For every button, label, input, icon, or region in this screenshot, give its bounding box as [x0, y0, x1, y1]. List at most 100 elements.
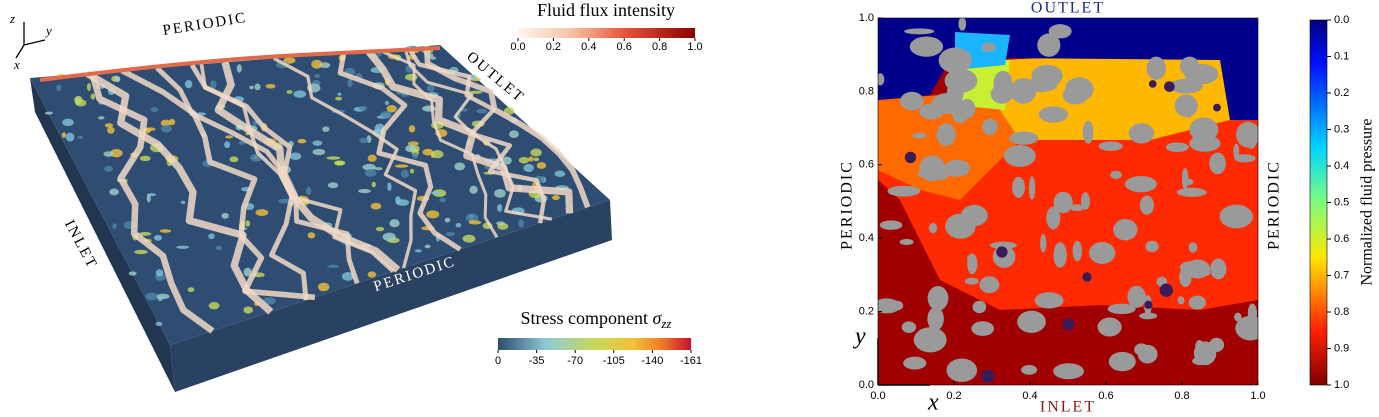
stress-spot	[180, 200, 186, 204]
title-subscript: zz	[660, 316, 671, 331]
gray-patch	[1113, 218, 1138, 241]
y-tick-label: 1.0	[859, 12, 874, 24]
title-text: Stress component	[520, 308, 648, 328]
gray-patch	[1188, 295, 1206, 310]
flux-channel	[39, 46, 441, 82]
stress-spot	[375, 226, 385, 232]
colorbar-tick-label: -161	[680, 355, 702, 367]
stress-spot	[187, 287, 195, 293]
stress-spot	[359, 137, 369, 144]
edge-label: PERIODIC	[162, 10, 249, 39]
edge-label: OUTLET	[1031, 0, 1105, 17]
stress-spot	[86, 83, 91, 92]
stress-spot	[414, 249, 422, 253]
gray-patch	[946, 358, 978, 383]
colorbar-title: Stress component σzz	[520, 308, 671, 331]
plot-frame	[877, 17, 1259, 386]
gray-patch	[1072, 240, 1082, 262]
stress-spot	[225, 135, 234, 139]
stress-spot	[523, 163, 534, 172]
stress-spot	[370, 202, 382, 210]
stress-spot	[408, 125, 416, 133]
colorbar-tick-label: -105	[603, 355, 625, 367]
stress-spot	[110, 149, 123, 158]
colorbar-tick-label: 0.8	[652, 41, 667, 53]
colorbar-tick-label: 0.7	[1334, 269, 1349, 281]
colorbar-tick-label: 0.1	[1334, 50, 1349, 62]
stress-spot	[210, 80, 217, 89]
stress-spot	[430, 56, 437, 60]
stress-spot	[147, 193, 157, 197]
stress-spot	[335, 96, 343, 101]
flux-channel	[273, 56, 418, 269]
stress-spot	[61, 132, 67, 138]
axis-arrows	[877, 338, 930, 386]
stress-spot	[476, 108, 488, 114]
stress-spot	[422, 148, 434, 156]
colorbar-tick-label: -35	[529, 355, 545, 367]
stress-spot	[184, 80, 193, 89]
gray-patch	[982, 118, 998, 135]
colorbar-title: Fluid flux intensity	[537, 0, 675, 20]
stress-spot	[312, 140, 323, 146]
stress-spot	[431, 150, 444, 159]
stress-spot	[494, 188, 506, 198]
stress-spot	[469, 185, 478, 194]
slab-top	[30, 45, 610, 345]
gray-patch	[1234, 154, 1256, 163]
gray-patch	[927, 285, 949, 311]
stress-spot	[405, 144, 416, 153]
gray-patch	[1053, 363, 1085, 380]
edge-label: PERIODIC	[1266, 160, 1283, 250]
gray-patch	[1012, 176, 1025, 198]
gray-patch	[1165, 142, 1189, 152]
stress-spot	[426, 84, 435, 93]
stress-spot	[159, 229, 172, 233]
stress-spot	[156, 293, 170, 300]
stress-spot	[497, 204, 503, 212]
gray-patch	[913, 327, 947, 353]
x-tick-label: 0.6	[1098, 390, 1113, 402]
stress-spot	[289, 152, 302, 161]
stress-spot	[528, 156, 534, 162]
stress-spot	[382, 232, 396, 242]
stress-spot	[208, 302, 220, 310]
gray-patch	[1209, 152, 1226, 175]
gray-patch	[1009, 131, 1039, 145]
slab-front	[170, 200, 612, 392]
stress-spot	[347, 78, 353, 88]
stress-spot	[311, 59, 323, 69]
edge-label: PERIODIC	[839, 160, 856, 250]
stress-spot	[98, 116, 105, 120]
gray-patch	[1188, 242, 1198, 253]
stress-spot	[150, 107, 159, 113]
colorbar-tick-label: 0.8	[1334, 306, 1349, 318]
gray-patch	[1236, 121, 1258, 148]
colorbar-tick-label: 0.6	[617, 41, 632, 53]
gray-patch	[938, 47, 972, 74]
gray-patch	[1082, 120, 1094, 144]
gray-patch	[971, 321, 995, 336]
gray-patch	[1037, 33, 1061, 57]
stress-spot	[367, 154, 377, 162]
stress-spot	[518, 156, 530, 164]
colorbar-tick-label: 1.0	[1334, 379, 1349, 391]
gray-patch	[1017, 310, 1046, 333]
edge-label: INLET	[1040, 399, 1096, 416]
stress-spot	[305, 186, 312, 196]
gray-patch	[979, 276, 1000, 294]
gray-patch	[1247, 303, 1257, 323]
stress-spot	[371, 181, 376, 188]
colorbar-tick-label: 0.6	[1334, 233, 1349, 245]
stress-spot	[389, 219, 400, 228]
stress-spot	[384, 100, 389, 106]
stress-spot	[358, 105, 368, 111]
gray-patch	[1048, 24, 1072, 39]
stress-spot	[77, 135, 84, 139]
stress-spot	[518, 219, 524, 228]
gray-patch	[904, 28, 935, 35]
colorbar-tick-label: 0.3	[1334, 123, 1349, 135]
stress-spot	[333, 160, 346, 166]
axis-label: z	[9, 11, 15, 26]
gray-patch	[1127, 285, 1146, 308]
